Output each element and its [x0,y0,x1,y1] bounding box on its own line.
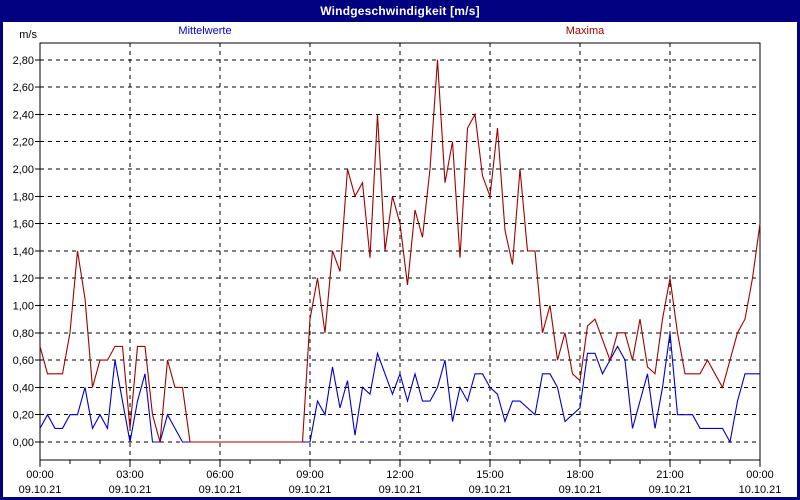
wind-speed-chart: 0,00 0,20 0,40 0,60 0,80 1,00 1,20 1,40 1,60 1,80… [13,29,782,496]
y-tick-label: 1,80 [13,191,34,203]
legend-mittelwerte-label: Mittelwerte [178,25,232,37]
plot-border [39,42,761,461]
x-tick-time-label: 15:00 [476,469,504,481]
x-tick-date-label: 09.10.21 [289,484,332,496]
y-tick-label: 2,20 [13,137,34,149]
y-tick-label: 1,00 [13,301,34,313]
y-tick-label: 2,00 [13,164,34,176]
y-tick-label: 0,80 [13,328,34,340]
window-title: Windgeschwindigkeit [m/s] [320,4,480,18]
y-tick-label: 0,20 [13,410,34,422]
x-tick-time-label: 12:00 [386,469,414,481]
y-tick-label: 1,60 [13,219,34,231]
x-tick-date-label: 09.10.21 [469,484,512,496]
x-tick-time-label: 00:00 [26,469,54,481]
x-tick-time-label: 03:00 [116,469,144,481]
x-tick-date-label: 09.10.21 [199,484,242,496]
x-tick-time-label: 06:00 [206,469,234,481]
x-tick-date-label: 09.10.21 [559,484,602,496]
maxima-line [39,59,761,443]
y-tick-label: 2,40 [13,109,34,121]
x-tick-time-label: 21:00 [656,469,684,481]
legend-maxima-label: Maxima [565,25,605,37]
chart-area: Mittelwerte Maxima 0,00 0,20 0,40 0,60 0,80 1… [3,22,797,497]
y-axis-unit-label: m/s [19,29,37,41]
title-bar: Windgeschwindigkeit [m/s] [0,0,800,22]
x-tick-date-label: 10.10.21 [739,484,782,496]
x-tick-time-label: 00:00 [746,469,774,481]
y-tick-label: 0,40 [13,382,34,394]
y-tick-label: 2,80 [13,55,34,67]
x-tick-time-label: 09:00 [296,469,324,481]
y-tick-label: 2,60 [13,82,34,94]
axis-labels: 0,00 0,20 0,40 0,60 0,80 1,00 1,20 1,40 1,60 1,80… [13,29,782,496]
y-tick-label: 1,20 [13,273,34,285]
x-tick-date-label: 09.10.21 [109,484,152,496]
y-tick-label: 0,00 [13,437,34,449]
x-tick-date-label: 09.10.21 [379,484,422,496]
y-tick-label: 0,60 [13,355,34,367]
axis-ticks [35,59,761,467]
y-tick-label: 1,40 [13,246,34,258]
x-tick-date-label: 09.10.21 [649,484,692,496]
x-tick-date-label: 09.10.21 [19,484,62,496]
x-tick-time-label: 18:00 [566,469,594,481]
gridlines [40,43,760,460]
